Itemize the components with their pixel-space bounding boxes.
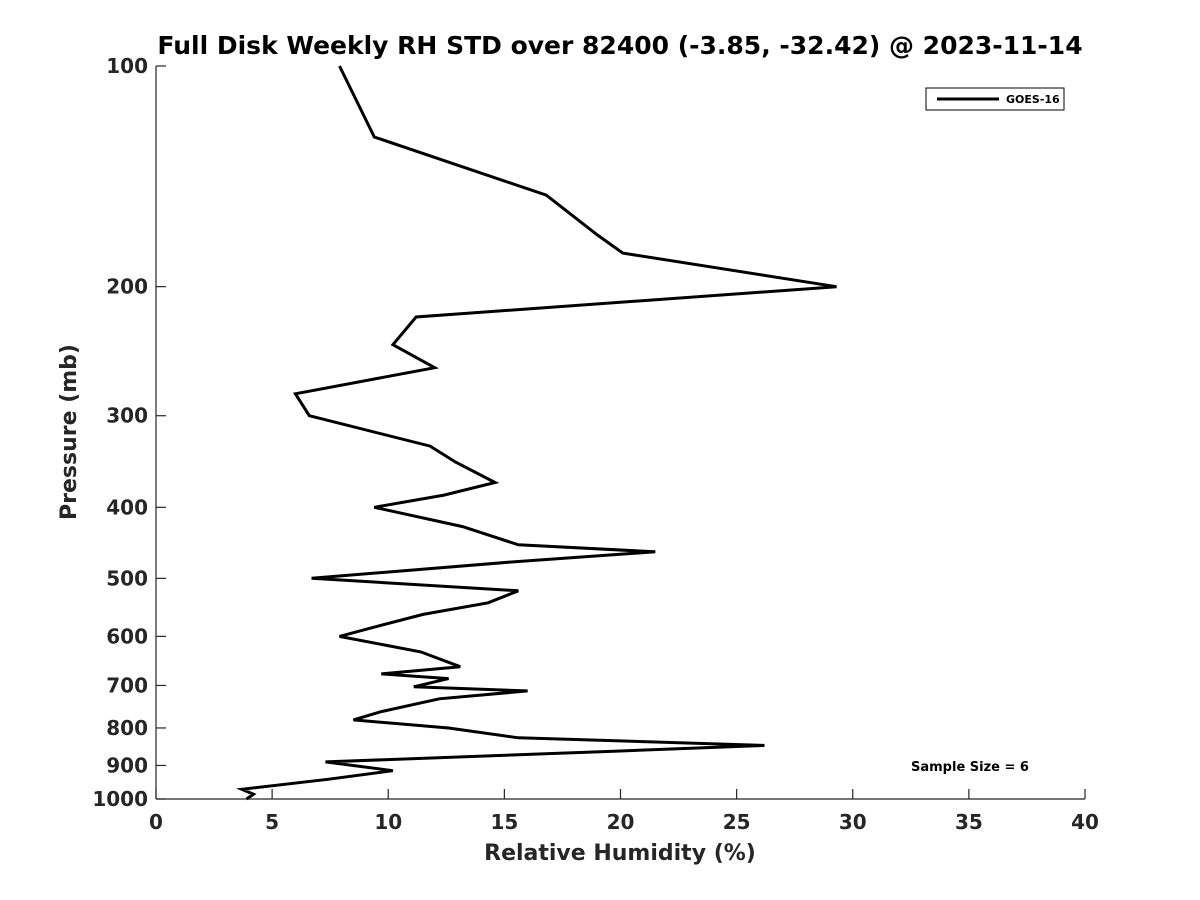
- y-axis-label: Pressure (mb): [57, 344, 82, 520]
- series-line-goes-16: [236, 65, 837, 801]
- series-layer: [236, 65, 837, 801]
- x-tick-label: 0: [149, 810, 163, 834]
- x-tick-label: 15: [490, 810, 518, 834]
- chart-title: Full Disk Weekly RH STD over 82400 (-3.8…: [157, 31, 1082, 60]
- legend: GOES-16: [925, 87, 1065, 111]
- y-tick-label: 300: [106, 404, 148, 428]
- y-ticks: 100 200 300 400 500 600 700 800 900 1000: [92, 54, 166, 811]
- x-ticks: 0 5 10 15 20 25 30 35 40: [149, 789, 1099, 834]
- y-tick-label: 400: [106, 495, 148, 519]
- y-tick-label: 700: [106, 673, 148, 697]
- y-tick-label: 800: [106, 716, 148, 740]
- y-tick-label: 200: [106, 275, 148, 299]
- y-tick-label: 100: [106, 54, 148, 78]
- axes: [155, 66, 1085, 800]
- y-tick-label: 600: [106, 624, 148, 648]
- y-tick-label: 500: [106, 566, 148, 590]
- x-tick-label: 35: [955, 810, 983, 834]
- x-tick-label: 25: [723, 810, 751, 834]
- y-tick-label: 900: [106, 753, 148, 777]
- x-axis-label: Relative Humidity (%): [484, 841, 756, 866]
- legend-label-goes-16: GOES-16: [1006, 93, 1060, 106]
- x-tick-label: 30: [839, 810, 867, 834]
- y-tick-label: 1000: [92, 787, 148, 811]
- sample-size-annotation: Sample Size = 6: [911, 760, 1029, 775]
- x-tick-label: 5: [265, 810, 279, 834]
- x-tick-label: 10: [374, 810, 402, 834]
- x-tick-label: 40: [1071, 810, 1099, 834]
- x-tick-label: 20: [607, 810, 635, 834]
